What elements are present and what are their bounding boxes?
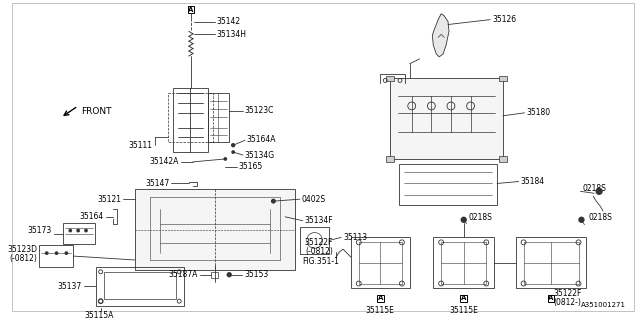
Text: (-0812): (-0812) bbox=[305, 247, 333, 256]
Bar bbox=[399, 164, 497, 205]
Text: A: A bbox=[461, 295, 467, 301]
Text: 35134F: 35134F bbox=[305, 216, 333, 225]
Text: (0812-): (0812-) bbox=[553, 298, 581, 307]
Text: A: A bbox=[188, 7, 194, 13]
Circle shape bbox=[56, 252, 58, 254]
Text: 35184: 35184 bbox=[520, 177, 545, 186]
Bar bbox=[63, 223, 95, 244]
Text: 35123C: 35123C bbox=[244, 106, 273, 116]
Text: 0218S: 0218S bbox=[588, 213, 612, 222]
Text: (-0812): (-0812) bbox=[9, 253, 37, 262]
Bar bbox=[168, 93, 212, 142]
Bar bbox=[96, 267, 184, 306]
Text: 35173: 35173 bbox=[28, 226, 52, 235]
Text: A351001271: A351001271 bbox=[580, 302, 626, 308]
Circle shape bbox=[69, 229, 72, 232]
Bar bbox=[460, 295, 467, 302]
Text: 0218S: 0218S bbox=[468, 213, 493, 222]
Text: FRONT: FRONT bbox=[81, 107, 111, 116]
Circle shape bbox=[65, 252, 68, 254]
Bar bbox=[516, 237, 586, 288]
Text: 35187A: 35187A bbox=[168, 270, 198, 279]
Text: A: A bbox=[548, 295, 554, 301]
Bar bbox=[207, 93, 229, 142]
Bar bbox=[188, 6, 195, 13]
Text: 35123D: 35123D bbox=[7, 245, 37, 254]
Text: 0402S: 0402S bbox=[302, 195, 326, 204]
Text: 35147: 35147 bbox=[145, 179, 170, 188]
Text: 35165: 35165 bbox=[238, 162, 262, 171]
Circle shape bbox=[227, 273, 231, 277]
Text: 35134H: 35134H bbox=[216, 30, 246, 39]
Text: A: A bbox=[378, 295, 383, 301]
Bar bbox=[211, 272, 218, 278]
Circle shape bbox=[85, 229, 87, 232]
Circle shape bbox=[579, 217, 584, 222]
Text: 35153: 35153 bbox=[244, 270, 268, 279]
Circle shape bbox=[596, 188, 602, 194]
Text: 35126: 35126 bbox=[492, 15, 516, 24]
Text: 35142: 35142 bbox=[216, 17, 241, 26]
Text: 35115E: 35115E bbox=[365, 306, 394, 315]
Text: 35164: 35164 bbox=[79, 212, 104, 221]
Circle shape bbox=[77, 229, 79, 232]
Text: 35164A: 35164A bbox=[246, 135, 275, 144]
Text: FIG.351-1: FIG.351-1 bbox=[302, 258, 339, 267]
Bar bbox=[386, 156, 394, 162]
Text: 35115A: 35115A bbox=[84, 311, 113, 320]
Circle shape bbox=[45, 252, 48, 254]
Text: 35122F: 35122F bbox=[553, 289, 581, 298]
Bar bbox=[499, 76, 507, 81]
Bar bbox=[104, 272, 176, 299]
Text: 35121: 35121 bbox=[97, 195, 122, 204]
Bar bbox=[173, 88, 207, 152]
Text: 35134G: 35134G bbox=[244, 150, 274, 159]
Text: 35113: 35113 bbox=[343, 233, 367, 242]
Circle shape bbox=[232, 151, 234, 153]
Bar bbox=[548, 295, 554, 302]
Bar bbox=[135, 189, 295, 270]
Circle shape bbox=[224, 158, 227, 160]
Text: 35111: 35111 bbox=[129, 141, 153, 150]
Text: 35180: 35180 bbox=[527, 108, 550, 117]
Circle shape bbox=[461, 217, 466, 222]
Text: 35137: 35137 bbox=[58, 282, 82, 291]
Text: 35122F: 35122F bbox=[305, 238, 333, 247]
Circle shape bbox=[232, 144, 235, 147]
Bar bbox=[386, 76, 394, 81]
Bar bbox=[390, 78, 503, 159]
Bar bbox=[300, 227, 330, 254]
Text: 35142A: 35142A bbox=[150, 157, 179, 166]
Bar bbox=[39, 245, 73, 267]
Text: 0218S: 0218S bbox=[582, 184, 606, 193]
Polygon shape bbox=[433, 14, 449, 57]
Bar bbox=[499, 156, 507, 162]
Text: 35115E: 35115E bbox=[449, 306, 478, 315]
Circle shape bbox=[271, 199, 275, 203]
Bar bbox=[377, 295, 384, 302]
Bar bbox=[351, 237, 410, 288]
Bar bbox=[433, 237, 494, 288]
